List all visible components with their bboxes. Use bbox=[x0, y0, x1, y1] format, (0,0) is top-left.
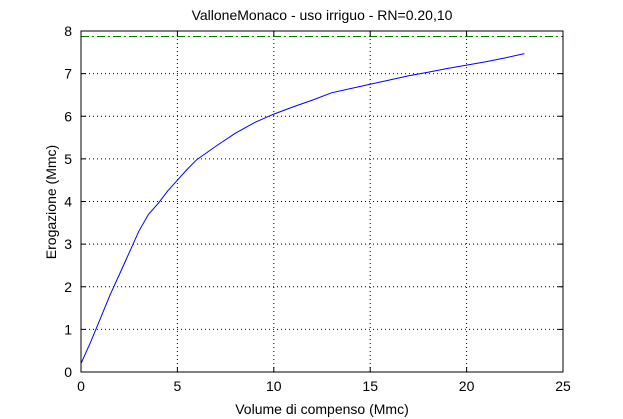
y-tick-label: 0 bbox=[64, 364, 72, 380]
x-tick-label: 20 bbox=[459, 378, 475, 394]
y-tick-label: 7 bbox=[64, 66, 72, 82]
y-tick-label: 8 bbox=[64, 23, 72, 39]
chart-title: ValloneMonaco - uso irriguo - RN=0.20,10 bbox=[192, 7, 453, 23]
x-tick-label: 25 bbox=[555, 378, 571, 394]
y-tick-label: 1 bbox=[64, 321, 72, 337]
x-tick-label: 15 bbox=[362, 378, 378, 394]
series-line-0 bbox=[80, 53, 525, 364]
y-tick-label: 6 bbox=[64, 108, 72, 124]
y-axis-label: Erogazione (Mmc) bbox=[43, 145, 59, 259]
series-layer bbox=[80, 36, 563, 364]
y-tick-label: 2 bbox=[64, 279, 72, 295]
x-axis-label: Volume di compenso (Mmc) bbox=[235, 401, 409, 417]
x-tick-label: 10 bbox=[266, 378, 282, 394]
x-tick-label: 5 bbox=[174, 378, 182, 394]
y-tick-label: 4 bbox=[64, 194, 72, 210]
y-tick-label: 3 bbox=[64, 236, 72, 252]
ticks: 0 5 10 15 20 25 0 1 2 3 4 5 6 7 8 bbox=[64, 23, 571, 394]
grid bbox=[81, 31, 563, 372]
x-tick-label: 0 bbox=[77, 378, 85, 394]
y-tick-label: 5 bbox=[64, 151, 72, 167]
